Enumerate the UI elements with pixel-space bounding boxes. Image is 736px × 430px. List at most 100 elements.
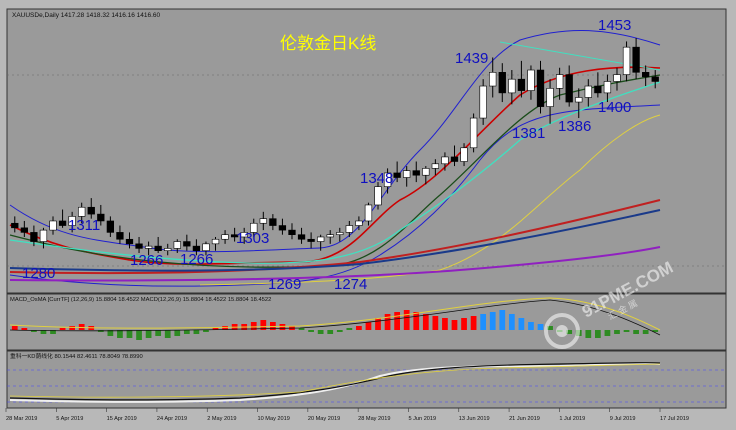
ma-cyan [9,81,661,264]
candle [30,232,38,242]
price-annotation: 1381 [512,125,545,142]
candle [125,238,134,245]
price-annotation: 1274 [334,276,367,293]
macd-bar [260,320,267,330]
candle [374,186,382,206]
macd-bar [652,330,659,332]
candle [622,46,631,75]
symbol-info: XAUUSDe,Daily 1417.28 1418.32 1416.16 14… [12,12,161,19]
kd-k-line [9,362,661,403]
macd-bar [69,326,75,330]
candle [364,204,373,222]
candle [307,238,315,242]
candle [87,206,95,215]
macd-bar [365,322,372,330]
macd-bar [317,330,324,334]
candle [517,78,526,91]
candle [20,227,28,233]
candle [202,243,210,251]
candle [211,238,220,245]
candle [49,220,57,231]
macd-bar [451,320,458,330]
x-tick-label: 5 Jun 2019 [408,416,436,422]
macd-signal-line [9,297,661,331]
price-annotation: 1266 [130,252,163,269]
bollinger-lower [9,104,661,287]
macd-bar [384,314,391,330]
candle [192,245,201,251]
candle [116,232,124,240]
chart-title: 伦敦金日K线 [280,34,376,53]
x-tick-label: 2 May 2019 [207,416,236,422]
macd-histogram [11,310,659,340]
macd-bar [279,324,286,330]
price-annotations: 1311 1280 1266 1266 1303 1269 1274 1348 1439 1381… [22,17,631,293]
macd-bar [537,324,544,330]
candle [183,241,191,247]
price-annotation: 1439 [455,50,488,67]
macd-bar [136,330,142,340]
x-tick-label: 24 Apr 2019 [157,416,187,422]
x-tick-label: 13 Jun 2019 [459,416,490,422]
candle [221,234,229,240]
candle [632,46,640,73]
candle [288,229,296,235]
candle [594,85,602,94]
x-tick-label: 5 Apr 2019 [56,416,83,422]
price-annotation: 1386 [558,118,591,135]
candle [460,147,468,162]
candle [651,76,659,82]
macd-bar [499,310,506,330]
candle [441,156,449,165]
x-tick-label: 21 Jun 2019 [509,416,540,422]
macd-bar [623,330,630,332]
macd-bar [461,318,467,330]
candle [412,170,420,176]
macd-bar [270,322,276,330]
macd-bar [59,328,66,330]
macd-bar [585,330,592,338]
candle [78,206,86,217]
x-tick-label: 20 May 2019 [308,416,340,422]
x-tick-label: 28 Mar 2019 [6,416,37,422]
macd-bar [403,310,410,330]
macd-bar [174,330,181,336]
candle [450,156,459,162]
x-tick-label: 10 May 2019 [258,416,290,422]
kd-label: 重科一KD荫线化 80.1544 82.4611 78.8049 78.8990 [10,352,143,360]
candle [613,74,621,82]
candle [326,234,334,238]
macd-bar [145,330,152,338]
candle [317,236,325,242]
macd-bar [547,326,553,330]
candle [527,69,535,91]
candle [144,245,153,249]
candle [431,163,440,169]
candle [345,225,353,233]
macd-bar [31,330,37,332]
candle [269,218,277,226]
candle [230,234,239,238]
macd-bar [375,318,381,330]
macd-bar [595,330,601,338]
candle [97,213,105,222]
candle [555,74,564,89]
price-annotation: 1269 [268,276,301,293]
macd-bar [470,316,477,330]
macd-bar [250,322,257,330]
price-annotation: 1280 [22,265,55,282]
ma-long-purple [9,246,661,282]
macd-bar [528,322,534,330]
candle [336,232,344,235]
macd-bar [117,330,123,338]
candle [355,220,363,226]
candle [508,78,516,94]
candle [154,245,162,251]
macd-bar [633,330,639,334]
candle [383,172,392,187]
x-tick-label: 17 Jul 2019 [660,416,689,422]
candle [278,225,287,231]
candle [479,85,487,119]
kd-j-line [9,363,661,398]
candle [546,88,554,107]
